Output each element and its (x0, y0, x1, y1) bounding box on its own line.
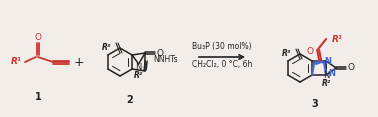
Text: Bu₃P (30 mol%): Bu₃P (30 mol%) (192, 42, 252, 51)
Text: N: N (325, 57, 332, 66)
Text: R³: R³ (282, 49, 291, 58)
Text: 2: 2 (127, 95, 133, 105)
Text: R²: R² (322, 79, 331, 88)
Text: CH₂Cl₂, 0 °C, 6h: CH₂Cl₂, 0 °C, 6h (192, 60, 252, 68)
Text: 3: 3 (311, 99, 318, 109)
Text: N: N (328, 68, 336, 77)
Text: O: O (348, 64, 355, 73)
Text: R²: R² (134, 71, 143, 80)
Text: O: O (34, 33, 42, 42)
Text: R¹: R¹ (332, 35, 343, 44)
Text: R¹: R¹ (11, 57, 22, 66)
Text: O: O (307, 48, 314, 57)
Text: +: + (74, 55, 84, 68)
Text: 1: 1 (35, 92, 41, 102)
Text: NNHTs: NNHTs (153, 55, 177, 64)
Text: N: N (135, 64, 142, 73)
Text: O: O (156, 49, 164, 57)
Text: R³: R³ (102, 44, 111, 53)
Text: N: N (323, 71, 329, 79)
